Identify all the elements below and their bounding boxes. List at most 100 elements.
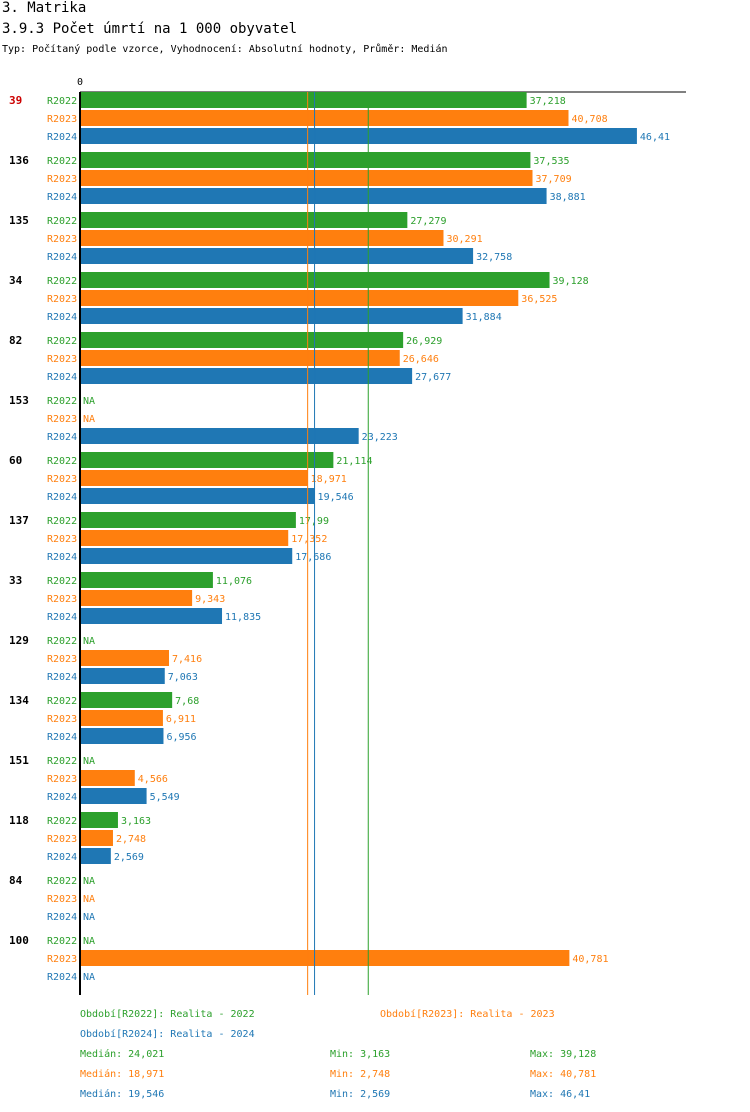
series-label-r2022: R2022 bbox=[47, 216, 77, 227]
bar-82-r2023 bbox=[80, 350, 400, 366]
data-label-84-r2022: NA bbox=[83, 876, 95, 887]
data-label-137-r2022: 17,99 bbox=[299, 516, 329, 527]
legend-period-r2022: Období[R2022]: Realita - 2022 bbox=[80, 1009, 255, 1020]
chart-subtitle: Typ: Počítaný podle vzorce, Vyhodnocení:… bbox=[2, 44, 448, 55]
data-label-39-r2023: 40,708 bbox=[571, 114, 607, 125]
series-label-r2022: R2022 bbox=[47, 636, 77, 647]
series-label-r2023: R2023 bbox=[47, 294, 77, 305]
data-label-118-r2023: 2,748 bbox=[116, 834, 146, 845]
data-label-135-r2024: 32,758 bbox=[476, 252, 512, 263]
x-axis-zero-label: 0 bbox=[77, 77, 83, 88]
bar-136-r2023 bbox=[80, 170, 533, 186]
series-label-r2024: R2024 bbox=[47, 552, 77, 563]
series-label-r2022: R2022 bbox=[47, 456, 77, 467]
bar-129-r2024 bbox=[80, 668, 165, 684]
bar-136-r2024 bbox=[80, 188, 547, 204]
series-label-r2023: R2023 bbox=[47, 654, 77, 665]
series-label-r2023: R2023 bbox=[47, 114, 77, 125]
bar-135-r2023 bbox=[80, 230, 444, 246]
category-label-134: 134 bbox=[9, 694, 29, 707]
series-label-r2024: R2024 bbox=[47, 612, 77, 623]
series-label-r2024: R2024 bbox=[47, 492, 77, 503]
series-label-r2022: R2022 bbox=[47, 156, 77, 167]
bar-134-r2024 bbox=[80, 728, 164, 744]
bar-134-r2023 bbox=[80, 710, 163, 726]
bar-33-r2022 bbox=[80, 572, 213, 588]
bar-39-r2022 bbox=[80, 92, 527, 108]
data-label-153-r2022: NA bbox=[83, 396, 95, 407]
data-label-137-r2023: 17,352 bbox=[291, 534, 327, 545]
bar-129-r2023 bbox=[80, 650, 169, 666]
series-label-r2024: R2024 bbox=[47, 912, 77, 923]
data-label-60-r2022: 21,114 bbox=[336, 456, 372, 467]
bar-82-r2022 bbox=[80, 332, 404, 348]
category-label-153: 153 bbox=[9, 394, 29, 407]
bar-60-r2024 bbox=[80, 488, 315, 504]
category-label-33: 33 bbox=[9, 574, 22, 587]
series-label-r2023: R2023 bbox=[47, 354, 77, 365]
data-label-34-r2024: 31,884 bbox=[466, 312, 502, 323]
stat-max-r2022: Max: 39,128 bbox=[530, 1049, 597, 1060]
data-label-34-r2023: 36,525 bbox=[521, 294, 557, 305]
series-label-r2022: R2022 bbox=[47, 276, 77, 287]
data-label-136-r2023: 37,709 bbox=[536, 174, 572, 185]
stat-min-r2022: Min: 3,163 bbox=[330, 1049, 391, 1060]
series-label-r2023: R2023 bbox=[47, 594, 77, 605]
bar-134-r2022 bbox=[80, 692, 173, 708]
category-label-60: 60 bbox=[9, 454, 22, 467]
data-label-100-r2023: 40,781 bbox=[572, 954, 608, 965]
legend-period-r2023: Období[R2023]: Realita - 2023 bbox=[380, 1009, 555, 1020]
data-label-129-r2022: NA bbox=[83, 636, 95, 647]
category-label-39: 39 bbox=[9, 94, 22, 107]
data-label-60-r2024: 19,546 bbox=[318, 492, 354, 503]
series-label-r2024: R2024 bbox=[47, 372, 77, 383]
series-label-r2024: R2024 bbox=[47, 732, 77, 743]
series-label-r2023: R2023 bbox=[47, 534, 77, 545]
bar-118-r2023 bbox=[80, 830, 113, 846]
stat-median-r2024: Medián: 19,546 bbox=[80, 1089, 165, 1100]
bar-118-r2024 bbox=[80, 848, 111, 864]
series-label-r2024: R2024 bbox=[47, 312, 77, 323]
category-label-135: 135 bbox=[9, 214, 29, 227]
data-label-60-r2023: 18,971 bbox=[311, 474, 347, 485]
bar-60-r2022 bbox=[80, 452, 334, 468]
bar-39-r2023 bbox=[80, 110, 569, 126]
data-label-134-r2023: 6,911 bbox=[166, 714, 196, 725]
series-label-r2022: R2022 bbox=[47, 576, 77, 587]
data-label-82-r2024: 27,677 bbox=[415, 372, 451, 383]
data-label-82-r2023: 26,646 bbox=[403, 354, 439, 365]
data-label-151-r2023: 4,566 bbox=[138, 774, 168, 785]
data-label-34-r2022: 39,128 bbox=[553, 276, 589, 287]
series-label-r2022: R2022 bbox=[47, 516, 77, 527]
series-label-r2022: R2022 bbox=[47, 336, 77, 347]
data-label-135-r2022: 27,279 bbox=[410, 216, 446, 227]
data-label-118-r2022: 3,163 bbox=[121, 816, 151, 827]
bar-33-r2024 bbox=[80, 608, 223, 624]
legend-period-r2024: Období[R2024]: Realita - 2024 bbox=[80, 1029, 255, 1040]
data-label-137-r2024: 17,686 bbox=[295, 552, 331, 563]
data-label-118-r2024: 2,569 bbox=[114, 852, 144, 863]
bar-151-r2023 bbox=[80, 770, 135, 786]
bar-137-r2023 bbox=[80, 530, 289, 546]
section-title: 3. Matrika bbox=[2, 0, 87, 16]
stat-median-r2022: Medián: 24,021 bbox=[80, 1049, 165, 1060]
series-label-r2024: R2024 bbox=[47, 252, 77, 263]
data-label-39-r2024: 46,41 bbox=[640, 132, 670, 143]
data-label-151-r2024: 5,549 bbox=[150, 792, 180, 803]
series-label-r2024: R2024 bbox=[47, 972, 77, 983]
bar-137-r2022 bbox=[80, 512, 296, 528]
series-label-r2024: R2024 bbox=[47, 192, 77, 203]
series-label-r2023: R2023 bbox=[47, 954, 77, 965]
bar-33-r2023 bbox=[80, 590, 193, 606]
data-label-129-r2023: 7,416 bbox=[172, 654, 202, 665]
data-label-136-r2022: 37,535 bbox=[533, 156, 569, 167]
stat-min-r2023: Min: 2,748 bbox=[330, 1069, 391, 1080]
data-label-84-r2023: NA bbox=[83, 894, 95, 905]
series-label-r2024: R2024 bbox=[47, 792, 77, 803]
data-label-84-r2024: NA bbox=[83, 912, 95, 923]
data-label-33-r2024: 11,835 bbox=[225, 612, 261, 623]
category-label-137: 137 bbox=[9, 514, 29, 527]
data-label-136-r2024: 38,881 bbox=[550, 192, 586, 203]
series-label-r2023: R2023 bbox=[47, 894, 77, 905]
data-label-33-r2022: 11,076 bbox=[216, 576, 252, 587]
